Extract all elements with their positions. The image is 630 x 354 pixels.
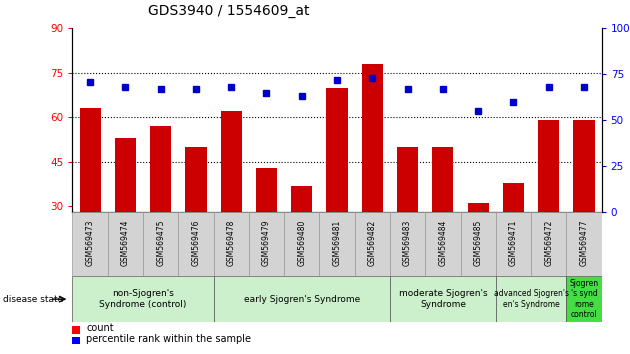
Text: count: count: [86, 323, 114, 333]
Text: GSM569474: GSM569474: [121, 220, 130, 266]
Bar: [355, 212, 390, 276]
Bar: [72, 212, 108, 276]
Bar: [397, 147, 418, 296]
Bar: [503, 183, 524, 296]
Text: percentile rank within the sample: percentile rank within the sample: [86, 334, 251, 344]
Bar: [467, 204, 489, 296]
Text: GSM569484: GSM569484: [438, 220, 447, 266]
Text: advanced Sjogren's
en's Syndrome: advanced Sjogren's en's Syndrome: [493, 290, 569, 309]
Bar: [214, 276, 390, 322]
Text: early Sjogren's Syndrome: early Sjogren's Syndrome: [244, 295, 360, 304]
Bar: [538, 120, 559, 296]
Text: GSM569479: GSM569479: [262, 220, 271, 266]
Text: GSM569483: GSM569483: [403, 220, 412, 266]
Bar: [185, 147, 207, 296]
Bar: [566, 212, 602, 276]
Bar: [432, 147, 454, 296]
Text: GDS3940 / 1554609_at: GDS3940 / 1554609_at: [148, 4, 309, 18]
Text: GSM569471: GSM569471: [509, 220, 518, 266]
Bar: [115, 138, 136, 296]
Bar: [326, 88, 348, 296]
Bar: [390, 276, 496, 322]
Text: GSM569482: GSM569482: [368, 220, 377, 266]
Bar: [214, 212, 249, 276]
Text: GSM569476: GSM569476: [192, 220, 200, 266]
Text: GSM569475: GSM569475: [156, 220, 165, 266]
Bar: [531, 212, 566, 276]
Bar: [150, 126, 171, 296]
Text: GSM569473: GSM569473: [86, 220, 94, 266]
Bar: [108, 212, 143, 276]
Bar: [496, 212, 531, 276]
Text: Sjogren
's synd
rome
control: Sjogren 's synd rome control: [570, 279, 598, 319]
Bar: [461, 212, 496, 276]
Text: disease state: disease state: [3, 295, 64, 304]
Bar: [566, 276, 602, 322]
Bar: [425, 212, 461, 276]
Bar: [79, 108, 101, 296]
Bar: [256, 168, 277, 296]
Text: GSM569480: GSM569480: [297, 220, 306, 266]
Text: non-Sjogren's
Syndrome (control): non-Sjogren's Syndrome (control): [100, 290, 186, 309]
Bar: [143, 212, 178, 276]
Text: GSM569472: GSM569472: [544, 220, 553, 266]
Bar: [72, 276, 214, 322]
Text: GSM569477: GSM569477: [580, 220, 588, 266]
Bar: [390, 212, 425, 276]
Text: GSM569481: GSM569481: [333, 220, 341, 266]
Bar: [284, 212, 319, 276]
Bar: [249, 212, 284, 276]
Bar: [220, 112, 242, 296]
Bar: [178, 212, 214, 276]
Bar: [362, 64, 383, 296]
Bar: [496, 276, 566, 322]
Text: moderate Sjogren's
Syndrome: moderate Sjogren's Syndrome: [399, 290, 487, 309]
Text: GSM569485: GSM569485: [474, 220, 483, 266]
Bar: [291, 186, 312, 296]
Text: GSM569478: GSM569478: [227, 220, 236, 266]
Bar: [573, 120, 595, 296]
Bar: [319, 212, 355, 276]
